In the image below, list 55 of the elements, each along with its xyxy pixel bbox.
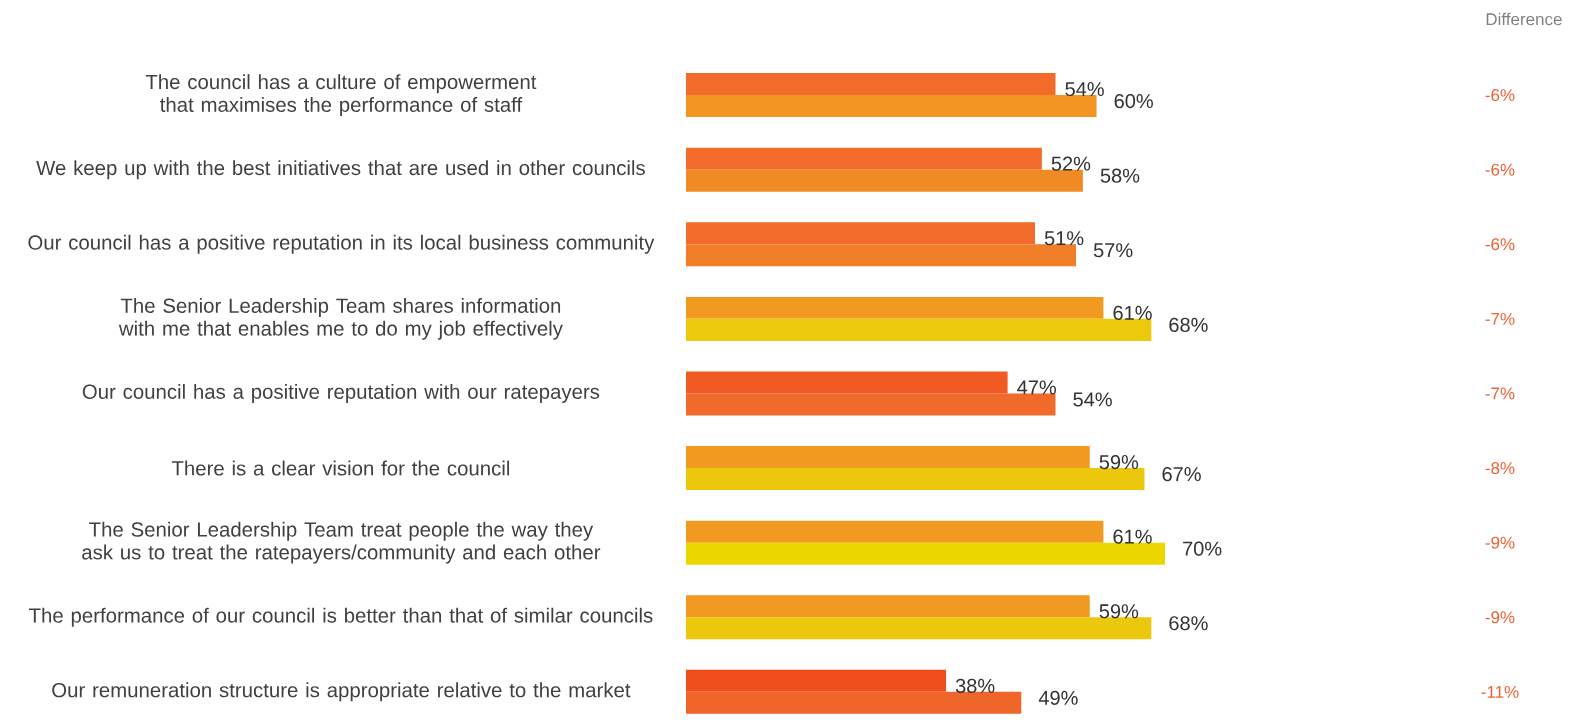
data-label: 59% [1099,454,1139,470]
data-label: 57% [1093,243,1133,258]
bar [686,147,1042,170]
data-label: 68% [1169,616,1208,631]
data-label: 58% [1100,168,1140,183]
bar [686,95,1097,118]
data-label: 68% [1169,317,1208,332]
data-label: 61% [1113,529,1152,544]
y-tick-label: We keep up with the best initiatives that are used in other councils [36,160,645,180]
y-tick-label: The performance of our council is better than that of similar councils [29,607,653,627]
data-label: 70% [1183,541,1222,556]
data-label: 61% [1113,305,1152,320]
bar [686,244,1077,267]
bar [686,73,1056,96]
y-tick-label: Our council has a positive reputation in its local business community [28,234,655,254]
y-tick-label: There is a clear vision for the council [171,460,510,476]
data-label: 47% [1017,380,1057,395]
bar [686,296,1104,319]
bar [686,595,1090,618]
text: -6% [1485,89,1515,102]
bar [686,318,1152,341]
data-label: 51% [1044,231,1084,246]
text: Difference [1486,12,1562,26]
text: -9% [1485,611,1515,624]
y-tick-label: The council has a culture of empowerment that maximises the performance of staff [145,74,537,116]
text: -11% [1481,685,1519,698]
bar [686,169,1083,192]
data-label: 38% [955,678,995,693]
data-label: 54% [1073,392,1112,407]
bar [686,371,1008,394]
y-tick-label: The Senior Leadership Team treat people the way they ask us to treat the ratepayers/community and each other [82,521,601,564]
y-tick-label: Our council has a positive reputation with our ratepayers [82,383,600,403]
data-label: 60% [1114,94,1153,109]
text: -7% [1485,387,1515,400]
y-tick-label: Our remuneration structure is appropriate relative to the market [52,682,631,702]
bar [686,669,947,692]
bar [686,520,1104,543]
text: -9% [1485,536,1515,549]
bar [686,446,1090,469]
data-label: 67% [1162,466,1201,482]
bar [686,617,1152,640]
bar [686,393,1056,416]
data-label: 59% [1099,604,1139,619]
text: -6% [1485,238,1515,251]
bar [686,222,1035,245]
text: -7% [1485,312,1515,325]
y-tick-label: The Senior Leadership Team shares information with me that enables me to do my job effectively [118,297,563,340]
bar [686,468,1145,491]
bar [686,542,1165,565]
data-label: 52% [1051,156,1091,171]
data-label: 54% [1065,82,1104,97]
text: -8% [1485,462,1515,475]
data-label: 49% [1038,690,1078,705]
text: -6% [1485,163,1515,176]
bar [686,691,1022,714]
